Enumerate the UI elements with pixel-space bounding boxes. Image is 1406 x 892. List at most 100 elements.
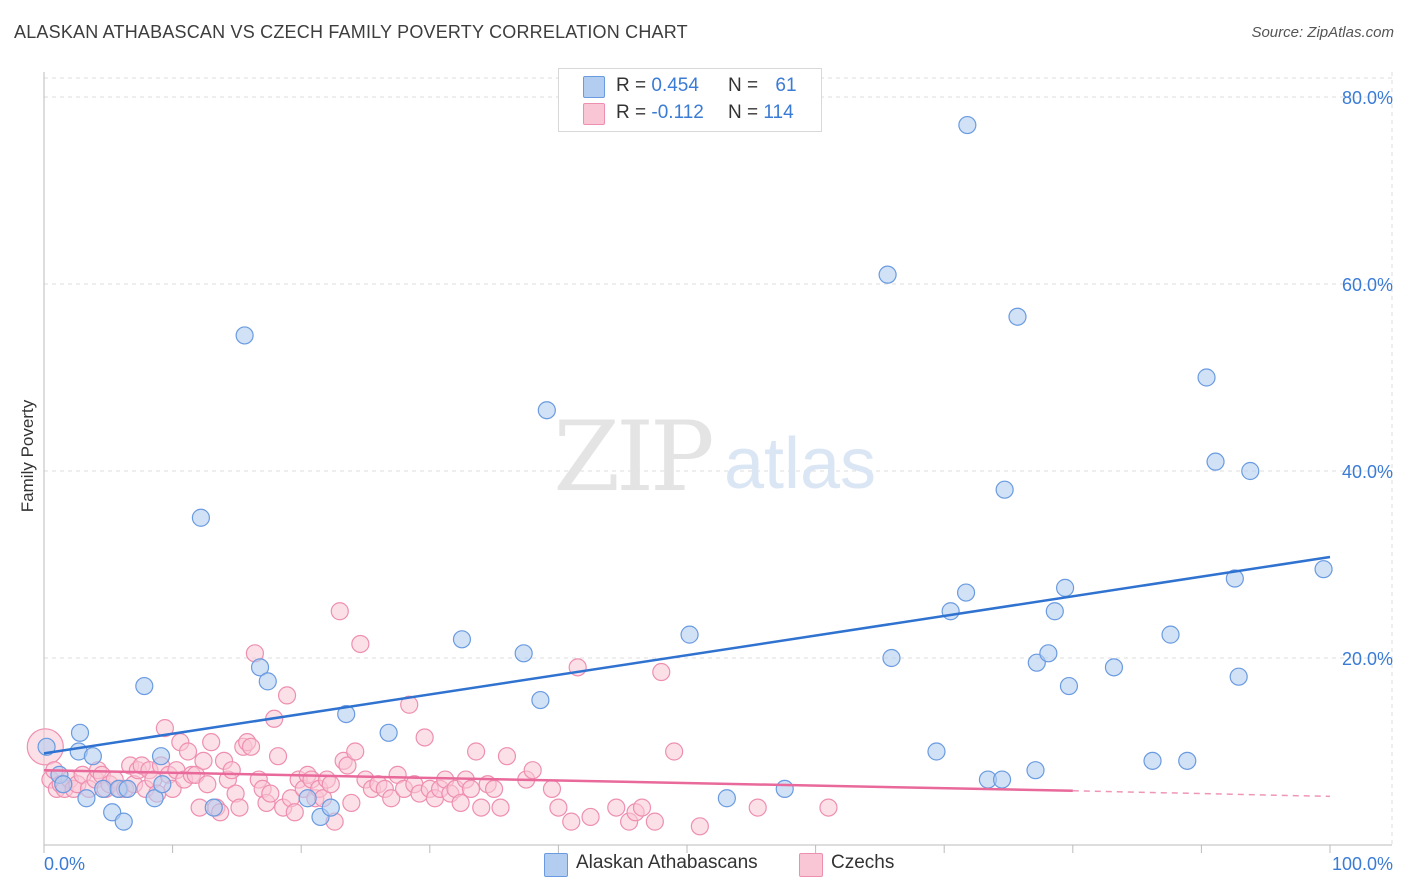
alaskan-athabascans-point <box>204 798 223 817</box>
czechs-point <box>321 775 340 794</box>
bottom-legend-swatch-blue <box>544 853 568 877</box>
czechs-point <box>382 789 401 808</box>
czechs-point <box>466 742 486 761</box>
alaskan-athabascans-point <box>956 583 976 602</box>
source-label: Source: ZipAtlas.com <box>1251 24 1394 41</box>
czechs-point <box>607 798 626 817</box>
alaskan-athabascans-point <box>235 326 254 345</box>
czechs-point <box>277 686 297 705</box>
alaskan-athabascans-point <box>1059 676 1079 696</box>
y-tick-label: 40.0% <box>1342 462 1393 482</box>
alaskan-athabascans-point <box>1026 761 1045 780</box>
alaskan-athabascans-point <box>452 630 472 649</box>
czechs-point <box>652 662 671 682</box>
trend-lines <box>43 555 1331 798</box>
watermark: ZIP atlas <box>553 401 876 513</box>
alaskan-athabascans-point <box>1225 569 1244 588</box>
czechs-point <box>819 798 838 817</box>
czechs-point <box>202 733 221 752</box>
legend-n-value: 61 <box>775 75 797 96</box>
alaskan-athabascans-point <box>992 770 1012 789</box>
y-tick-label: 60.0% <box>1342 275 1393 295</box>
alaskan-athabascans-point <box>54 775 73 794</box>
czechs-point <box>451 793 470 813</box>
grid <box>44 72 1393 845</box>
y-tick-label: 80.0% <box>1342 88 1393 108</box>
czechs-point <box>330 602 349 621</box>
czechs-point <box>222 761 241 780</box>
alaskan-athabascans-point <box>1104 658 1124 677</box>
alaskan-athabascans-point <box>878 265 897 284</box>
alaskan-athabascans-point <box>118 779 137 799</box>
czechs-point <box>472 798 491 817</box>
x-tick-label-right: 100.0% <box>1332 854 1393 874</box>
alaskan-athabascans-point <box>1241 461 1260 481</box>
alaskan-athabascans-point <box>775 779 794 799</box>
alaskan-athabascans-point <box>1229 667 1248 686</box>
alaskan-athabascans-point <box>135 676 154 696</box>
alaskan-athabascans-point <box>717 789 736 808</box>
alaskan-athabascans-point <box>941 602 960 621</box>
chart-title: ALASKAN ATHABASCAN VS CZECH FAMILY POVER… <box>14 22 688 42</box>
alaskan-athabascans-point <box>1055 578 1075 597</box>
alaskan-athabascans-point <box>83 747 102 766</box>
alaskan-athabascans-point <box>153 775 172 794</box>
czechs-point <box>748 798 767 817</box>
alaskan-athabascans-point <box>531 690 550 710</box>
alaskan-athabascans-point <box>77 789 96 808</box>
legend-r-label: R = 0.454 <box>616 75 699 96</box>
czechs-point <box>198 775 217 794</box>
alaskan-athabascans-point <box>927 742 946 761</box>
axes <box>43 72 1392 853</box>
correlation-legend: R = 0.454 N = 61 R = -0.112 N = 114 <box>558 68 822 132</box>
czechs-point <box>155 719 174 738</box>
czechs-point <box>690 817 709 836</box>
x-tick-label-left: 0.0% <box>44 854 85 874</box>
bottom-legend-label: Alaskan Athabascans <box>576 852 758 873</box>
czechs-point <box>338 756 357 775</box>
legend-n-value: 114 <box>763 102 794 123</box>
alaskan-athabascans-point <box>882 648 901 668</box>
alaskan-athabascans-point <box>94 779 113 799</box>
czechs-point <box>285 803 304 822</box>
czechs-point <box>523 761 542 780</box>
alaskan-athabascans-point <box>1197 368 1216 387</box>
alaskan-athabascans-point <box>1161 625 1180 644</box>
alaskan-athabascans-point <box>114 812 133 831</box>
trend-line-czechs-extension <box>1072 790 1331 798</box>
y-tick-label: 20.0% <box>1342 649 1393 669</box>
czechs-point <box>562 812 581 831</box>
legend-n-label: N = 114 <box>728 102 794 123</box>
czechs-point <box>230 798 249 817</box>
alaskan-athabascans-point <box>191 508 210 527</box>
czechs-point <box>241 737 261 756</box>
alaskan-athabascans-point <box>70 723 90 742</box>
alaskan-athabascans-point <box>995 480 1014 499</box>
alaskan-athabascans-point <box>298 789 317 808</box>
alaskan-athabascans-point <box>680 625 699 644</box>
trend-line-athabascans <box>43 555 1331 755</box>
alaskan-athabascans-point <box>1206 452 1225 471</box>
czechs-point <box>645 812 664 831</box>
alaskan-athabascans-point <box>258 672 277 691</box>
legend-swatch-blue <box>583 76 605 98</box>
czechs-point <box>415 728 434 747</box>
czechs-point <box>261 784 280 803</box>
czechs-point <box>665 742 684 761</box>
alaskan-athabascans-point <box>379 723 398 742</box>
czechs-point <box>549 798 568 817</box>
alaskan-athabascans-point <box>337 704 356 724</box>
watermark-zip: ZIP <box>553 401 712 513</box>
czechs-point <box>485 779 504 799</box>
legend-swatch-pink <box>583 103 605 125</box>
czechs-point <box>342 793 361 813</box>
legend-r-value: 0.454 <box>651 75 699 96</box>
czechs-point <box>491 798 510 817</box>
alaskan-athabascans-point <box>1143 751 1162 770</box>
alaskan-athabascans-point <box>145 789 164 808</box>
legend-r-value: -0.112 <box>651 102 704 123</box>
czechs-point <box>268 747 288 766</box>
tick-labels: 20.0% 40.0% 60.0% 80.0% 0.0% 100.0% <box>44 88 1393 874</box>
alaskan-athabascans-point <box>1045 602 1064 621</box>
